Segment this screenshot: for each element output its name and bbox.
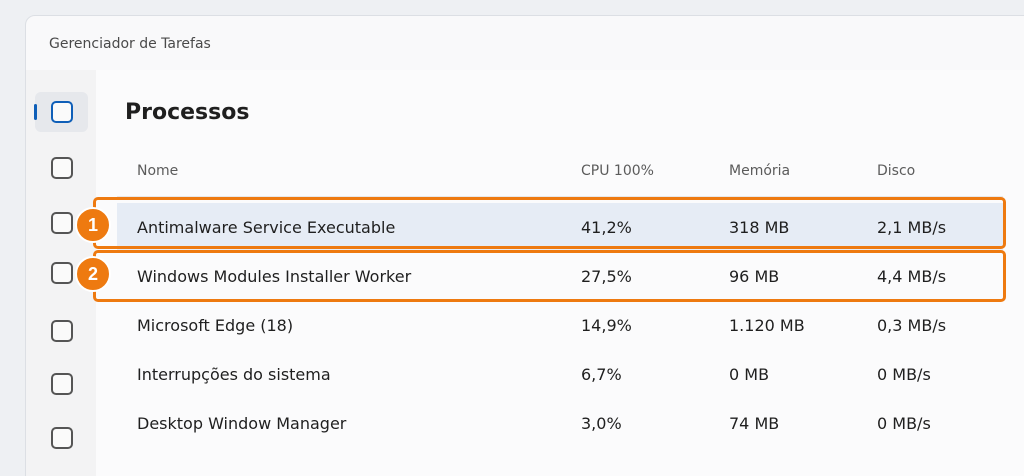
process-memory: 1.120 MB [729, 316, 805, 335]
task-manager-window: Gerenciador de Tarefas Processos Nome [25, 15, 1024, 476]
process-name: Windows Modules Installer Worker [137, 267, 412, 286]
process-cpu: 6,7% [581, 365, 622, 384]
process-cpu: 3,0% [581, 414, 622, 433]
process-disk: 2,1 MB/s [877, 218, 947, 237]
process-disk: 4,4 MB/s [877, 267, 947, 286]
column-header-disk[interactable]: Disco [877, 163, 916, 179]
sidebar-item-7[interactable] [35, 418, 88, 458]
process-disk: 0,3 MB/s [877, 316, 947, 335]
sidebar-item-2[interactable] [35, 148, 88, 188]
table-header: Nome CPU 100% Memória Disco [117, 163, 1003, 187]
table-row[interactable]: Desktop Window Manager 3,0% 74 MB 0 MB/s [117, 399, 1003, 448]
process-memory: 318 MB [729, 218, 790, 237]
process-memory: 0 MB [729, 365, 770, 384]
window-title: Gerenciador de Tarefas [49, 36, 211, 52]
process-memory: 96 MB [729, 267, 780, 286]
page-title: Processos [125, 100, 250, 125]
sidebar-item-processes[interactable] [34, 92, 88, 132]
process-disk: 0 MB/s [877, 414, 931, 433]
annotation-badge-1: 1 [75, 207, 111, 243]
process-name: Desktop Window Manager [137, 414, 347, 433]
sidebar-item-6[interactable] [35, 364, 88, 404]
table-divider [117, 196, 1003, 197]
title-bar: Gerenciador de Tarefas [26, 16, 1024, 70]
sidebar-item-3[interactable] [35, 203, 88, 243]
processes-icon [50, 101, 73, 123]
nav-icon [50, 373, 73, 395]
active-indicator [34, 104, 37, 120]
table-row[interactable]: Antimalware Service Executable 41,2% 318… [117, 203, 1003, 252]
column-header-cpu[interactable]: CPU 100% [581, 163, 654, 179]
sidebar-item-4[interactable] [35, 253, 88, 293]
process-name: Antimalware Service Executable [137, 218, 396, 237]
process-cpu: 14,9% [581, 316, 632, 335]
nav-icon [50, 157, 73, 179]
process-cpu: 41,2% [581, 218, 632, 237]
table-row[interactable]: Windows Modules Installer Worker 27,5% 9… [117, 252, 1003, 301]
annotation-badge-2: 2 [75, 256, 111, 292]
nav-icon [50, 262, 73, 284]
process-name: Interrupções do sistema [137, 365, 331, 384]
column-header-name[interactable]: Nome [137, 163, 179, 179]
process-memory: 74 MB [729, 414, 780, 433]
table-row[interactable]: Interrupções do sistema 6,7% 0 MB 0 MB/s [117, 350, 1003, 399]
process-disk: 0 MB/s [877, 365, 931, 384]
main-content: Processos Nome CPU 100% Memória Disco An… [96, 70, 1024, 476]
nav-icon [50, 212, 73, 234]
sidebar-item-5[interactable] [35, 311, 88, 351]
process-cpu: 27,5% [581, 267, 632, 286]
process-name: Microsoft Edge (18) [137, 316, 294, 335]
nav-icon [50, 320, 73, 342]
column-header-memory[interactable]: Memória [729, 163, 791, 179]
table-row[interactable]: Microsoft Edge (18) 14,9% 1.120 MB 0,3 M… [117, 301, 1003, 350]
nav-icon [50, 427, 73, 449]
